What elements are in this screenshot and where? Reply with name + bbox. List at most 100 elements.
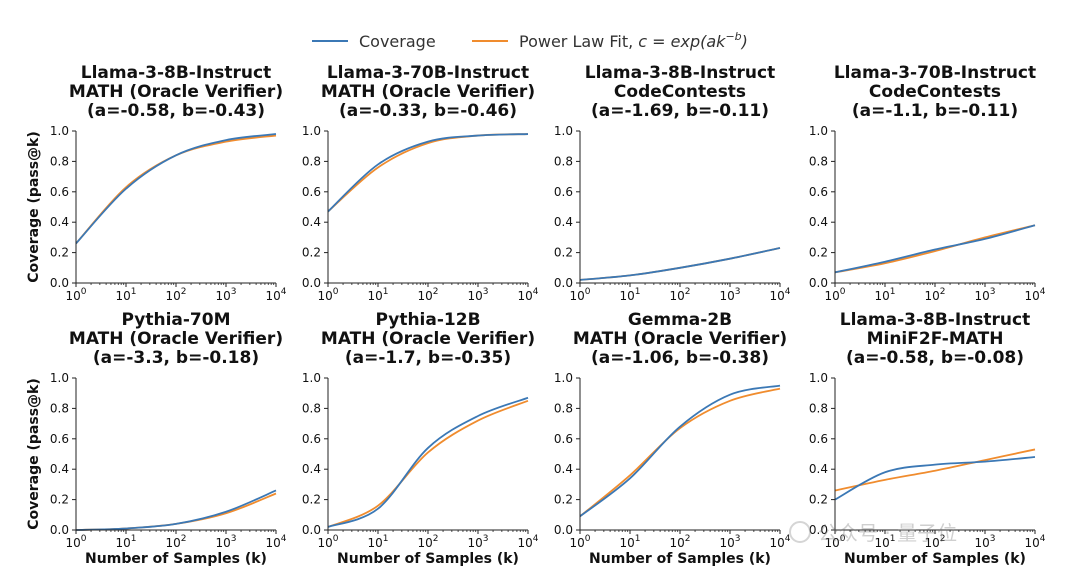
panel-title-line: (a=-1.1, b=-0.11) — [852, 101, 1018, 121]
y-tick-label: 0.8 — [50, 154, 69, 168]
panel-8: Llama-3-8B-InstructMiniF2F-MATH(a=-0.58,… — [809, 310, 1046, 567]
x-tick-exponent: 4 — [1040, 534, 1046, 544]
panel-title-line: (a=-0.33, b=-0.46) — [339, 101, 517, 121]
x-tick-base: 10 — [417, 536, 432, 550]
series-line-coverage — [75, 489, 277, 531]
y-tick-label: 0.8 — [302, 401, 321, 415]
x-tick-label: 100 — [65, 287, 86, 303]
x-tick-exponent: 4 — [281, 534, 287, 544]
series-line-coverage — [834, 456, 1036, 501]
x-tick-exponent: 2 — [181, 534, 187, 544]
x-tick-exponent: 3 — [231, 534, 237, 544]
y-tick-label: 0.8 — [302, 154, 321, 168]
x-tick-exponent: 0 — [585, 534, 591, 544]
x-tick-base: 10 — [367, 536, 382, 550]
x-tick-base: 10 — [115, 289, 130, 303]
x-tick-exponent: 4 — [1040, 287, 1046, 297]
x-tick-exponent: 2 — [940, 534, 946, 544]
y-tick-label: 1.0 — [302, 371, 321, 385]
x-tick-base: 10 — [367, 289, 382, 303]
x-tick-exponent: 2 — [685, 287, 691, 297]
x-tick-label: 102 — [924, 287, 945, 303]
y-tick-label: 1.0 — [302, 124, 321, 138]
series-line-fit — [834, 448, 1036, 492]
series-line-fit — [327, 133, 529, 213]
series-line-coverage — [834, 224, 1036, 274]
y-tick-label: 0.0 — [50, 276, 69, 290]
y-tick-label: 0.2 — [302, 246, 321, 260]
x-tick-base: 10 — [974, 536, 989, 550]
x-tick-base: 10 — [874, 289, 889, 303]
x-tick-label: 102 — [417, 287, 438, 303]
x-tick-exponent: 0 — [840, 287, 846, 297]
y-tick-label: 0.0 — [554, 523, 573, 537]
y-tick-label: 0.4 — [50, 215, 69, 229]
x-tick-exponent: 1 — [131, 287, 137, 297]
x-tick-base: 10 — [417, 289, 432, 303]
x-tick-base: 10 — [569, 536, 584, 550]
panel-title-line: Llama-3-70B-Instruct — [834, 63, 1036, 83]
x-tick-label: 102 — [669, 534, 690, 550]
y-axis-label: Coverage (pass@k) — [26, 378, 42, 530]
x-tick-label: 100 — [824, 287, 845, 303]
x-tick-exponent: 4 — [533, 534, 539, 544]
x-tick-label: 103 — [974, 534, 995, 550]
x-tick-base: 10 — [669, 289, 684, 303]
y-tick-label: 0.0 — [554, 276, 573, 290]
panel-title-line: (a=-1.7, b=-0.35) — [345, 348, 511, 368]
y-tick-label: 0.8 — [554, 154, 573, 168]
series-line-coverage — [579, 384, 781, 518]
y-tick-label: 0.2 — [302, 493, 321, 507]
panel-title-line: CodeContests — [614, 82, 746, 102]
series-line-fit — [579, 387, 781, 518]
x-tick-exponent: 3 — [231, 287, 237, 297]
x-tick-label: 103 — [974, 287, 995, 303]
panel-title-line: MiniF2F-MATH — [867, 329, 1004, 349]
x-tick-base: 10 — [215, 289, 230, 303]
x-tick-label: 100 — [317, 287, 338, 303]
x-tick-label: 103 — [215, 534, 236, 550]
x-tick-exponent: 4 — [785, 287, 791, 297]
x-tick-exponent: 1 — [890, 287, 896, 297]
x-tick-exponent: 0 — [81, 287, 87, 297]
x-tick-label: 102 — [165, 534, 186, 550]
legend-fit-exponent: −b — [725, 30, 741, 43]
panel-title-line: CodeContests — [869, 82, 1001, 102]
x-tick-base: 10 — [824, 536, 839, 550]
x-tick-base: 10 — [619, 289, 634, 303]
legend-fit-suffix: ) — [741, 32, 748, 51]
x-tick-exponent: 1 — [635, 287, 641, 297]
x-tick-base: 10 — [924, 289, 939, 303]
x-tick-base: 10 — [467, 536, 482, 550]
x-tick-exponent: 1 — [383, 534, 389, 544]
x-tick-label: 102 — [165, 287, 186, 303]
y-tick-label: 1.0 — [809, 371, 828, 385]
x-tick-exponent: 4 — [533, 287, 539, 297]
y-tick-label: 0.8 — [809, 154, 828, 168]
x-tick-base: 10 — [467, 289, 482, 303]
x-tick-exponent: 2 — [940, 287, 946, 297]
x-tick-label: 104 — [1024, 287, 1045, 303]
x-tick-label: 100 — [65, 534, 86, 550]
x-tick-base: 10 — [317, 289, 332, 303]
series-line-coverage — [75, 133, 277, 245]
x-tick-label: 101 — [619, 287, 640, 303]
panel-title-line: (a=-1.69, b=-0.11) — [591, 101, 769, 121]
y-tick-label: 0.4 — [809, 215, 828, 229]
x-tick-exponent: 2 — [433, 287, 439, 297]
x-tick-exponent: 2 — [181, 287, 187, 297]
x-tick-label: 103 — [719, 287, 740, 303]
y-tick-label: 0.0 — [809, 276, 828, 290]
x-tick-label: 102 — [669, 287, 690, 303]
x-axis-label: Number of Samples (k) — [85, 551, 267, 567]
watermark-logo-icon — [789, 521, 811, 543]
x-tick-base: 10 — [215, 536, 230, 550]
x-tick-exponent: 3 — [735, 534, 741, 544]
panel-title-line: Gemma-2B — [628, 310, 732, 330]
x-tick-base: 10 — [669, 536, 684, 550]
x-tick-label: 101 — [115, 287, 136, 303]
x-tick-label: 100 — [569, 287, 590, 303]
y-tick-label: 0.0 — [302, 523, 321, 537]
